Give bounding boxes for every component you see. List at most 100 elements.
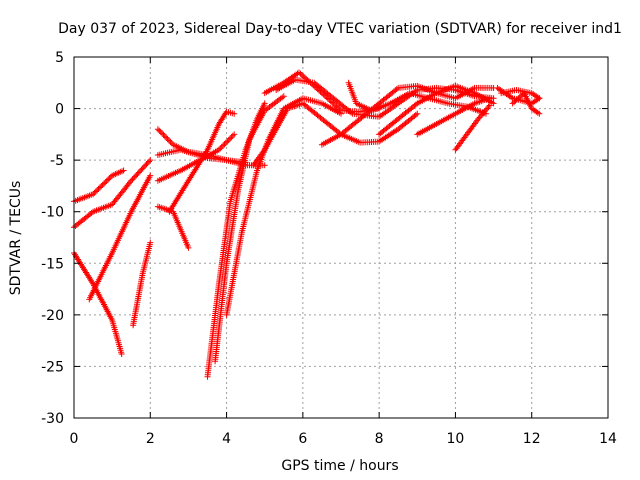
marker-run	[177, 158, 202, 174]
marker-run	[486, 102, 493, 109]
x-tick-label: 14	[599, 431, 617, 447]
x-tick-label: 10	[447, 431, 465, 447]
series-s14	[250, 100, 421, 169]
marker-run	[154, 168, 182, 184]
marker-run	[166, 179, 191, 215]
marker-run	[261, 100, 268, 107]
marker-run	[280, 93, 287, 100]
marker-run	[395, 111, 419, 133]
marker-run	[536, 110, 543, 117]
marker-run	[204, 155, 228, 163]
marker-run	[376, 117, 400, 138]
marker-run	[265, 107, 286, 143]
series-s24	[509, 90, 543, 117]
marker-run	[452, 132, 469, 153]
y-tick-label: -5	[50, 153, 64, 169]
marker-run	[387, 91, 411, 107]
marker-run	[185, 244, 192, 251]
marker-run	[452, 101, 476, 117]
series-s13	[223, 95, 344, 318]
x-axis: 0 2 4 6 8 10 12 14	[70, 57, 617, 447]
y-tick-label: 5	[55, 50, 64, 66]
series-s18	[345, 79, 489, 117]
marker-run	[71, 209, 95, 231]
marker-run	[357, 138, 381, 146]
marker-run	[90, 173, 114, 198]
x-tick-label: 2	[146, 431, 155, 447]
x-tick-label: 12	[523, 431, 541, 447]
x-tick-label: 8	[375, 431, 384, 447]
y-axis: -30 -25 -20 -15 -10 -5 0 5	[41, 50, 608, 427]
marker-run	[406, 90, 430, 101]
marker-run	[414, 82, 438, 96]
marker-run	[71, 250, 96, 286]
series-s23	[498, 87, 543, 102]
marker-run	[414, 110, 421, 117]
series-s4	[86, 172, 154, 303]
marker-run	[147, 157, 154, 164]
x-axis-label: GPS time / hours	[281, 458, 398, 474]
series-s2	[71, 157, 154, 231]
marker-run	[521, 90, 534, 110]
marker-run	[109, 210, 134, 256]
marker-run	[414, 122, 438, 138]
marker-run	[170, 208, 191, 249]
series-s12	[212, 93, 287, 365]
y-tick-label: 0	[55, 102, 64, 118]
marker-run	[215, 132, 236, 153]
marker-run	[433, 111, 457, 127]
y-tick-label: -15	[41, 256, 64, 272]
marker-run	[345, 79, 359, 105]
marker-run	[292, 76, 316, 86]
y-tick-label: -20	[41, 308, 64, 324]
series-s21	[452, 102, 493, 153]
x-tick-label: 0	[70, 431, 79, 447]
marker-run	[250, 148, 267, 169]
marker-run	[154, 147, 182, 158]
marker-run	[86, 251, 115, 303]
marker-run	[376, 127, 400, 145]
chart-title: Day 037 of 2023, Sidereal Day-to-day VTE…	[58, 21, 622, 37]
x-tick-label: 4	[222, 431, 231, 447]
marker-run	[311, 79, 335, 101]
marker-run	[376, 101, 400, 120]
marker-run	[185, 148, 210, 184]
marker-run	[118, 351, 125, 358]
marker-run	[215, 110, 229, 127]
marker-run	[128, 158, 152, 184]
marker-run	[212, 262, 230, 365]
marker-run	[284, 101, 305, 112]
marker-run	[273, 77, 297, 93]
marker-run	[471, 95, 492, 107]
marker-run	[318, 100, 343, 116]
marker-run	[376, 86, 400, 107]
series-s3	[71, 250, 125, 358]
marker-run	[318, 115, 343, 137]
marker-run	[215, 200, 234, 287]
x-tick-label: 6	[298, 431, 307, 447]
marker-run	[395, 101, 419, 122]
series-s7	[154, 146, 249, 166]
marker-run	[139, 241, 153, 277]
marker-run	[299, 95, 323, 106]
marker-run	[536, 95, 543, 102]
plot-frame	[73, 56, 609, 419]
series-s20	[414, 95, 493, 138]
y-tick-label: -10	[41, 205, 64, 221]
marker-run	[147, 239, 154, 246]
marker-run	[261, 80, 286, 97]
marker-run	[223, 108, 236, 117]
marker-run	[231, 131, 238, 138]
series-s8	[154, 131, 238, 184]
marker-run	[463, 117, 481, 138]
marker-run	[433, 83, 457, 97]
marker-run	[120, 167, 127, 174]
marker-run	[353, 100, 373, 113]
marker-run	[261, 94, 286, 114]
series-s9	[154, 203, 192, 251]
marker-run	[128, 174, 153, 215]
series-s19	[376, 82, 497, 138]
y-tick-label: -30	[41, 411, 64, 427]
marker-run	[90, 202, 114, 215]
